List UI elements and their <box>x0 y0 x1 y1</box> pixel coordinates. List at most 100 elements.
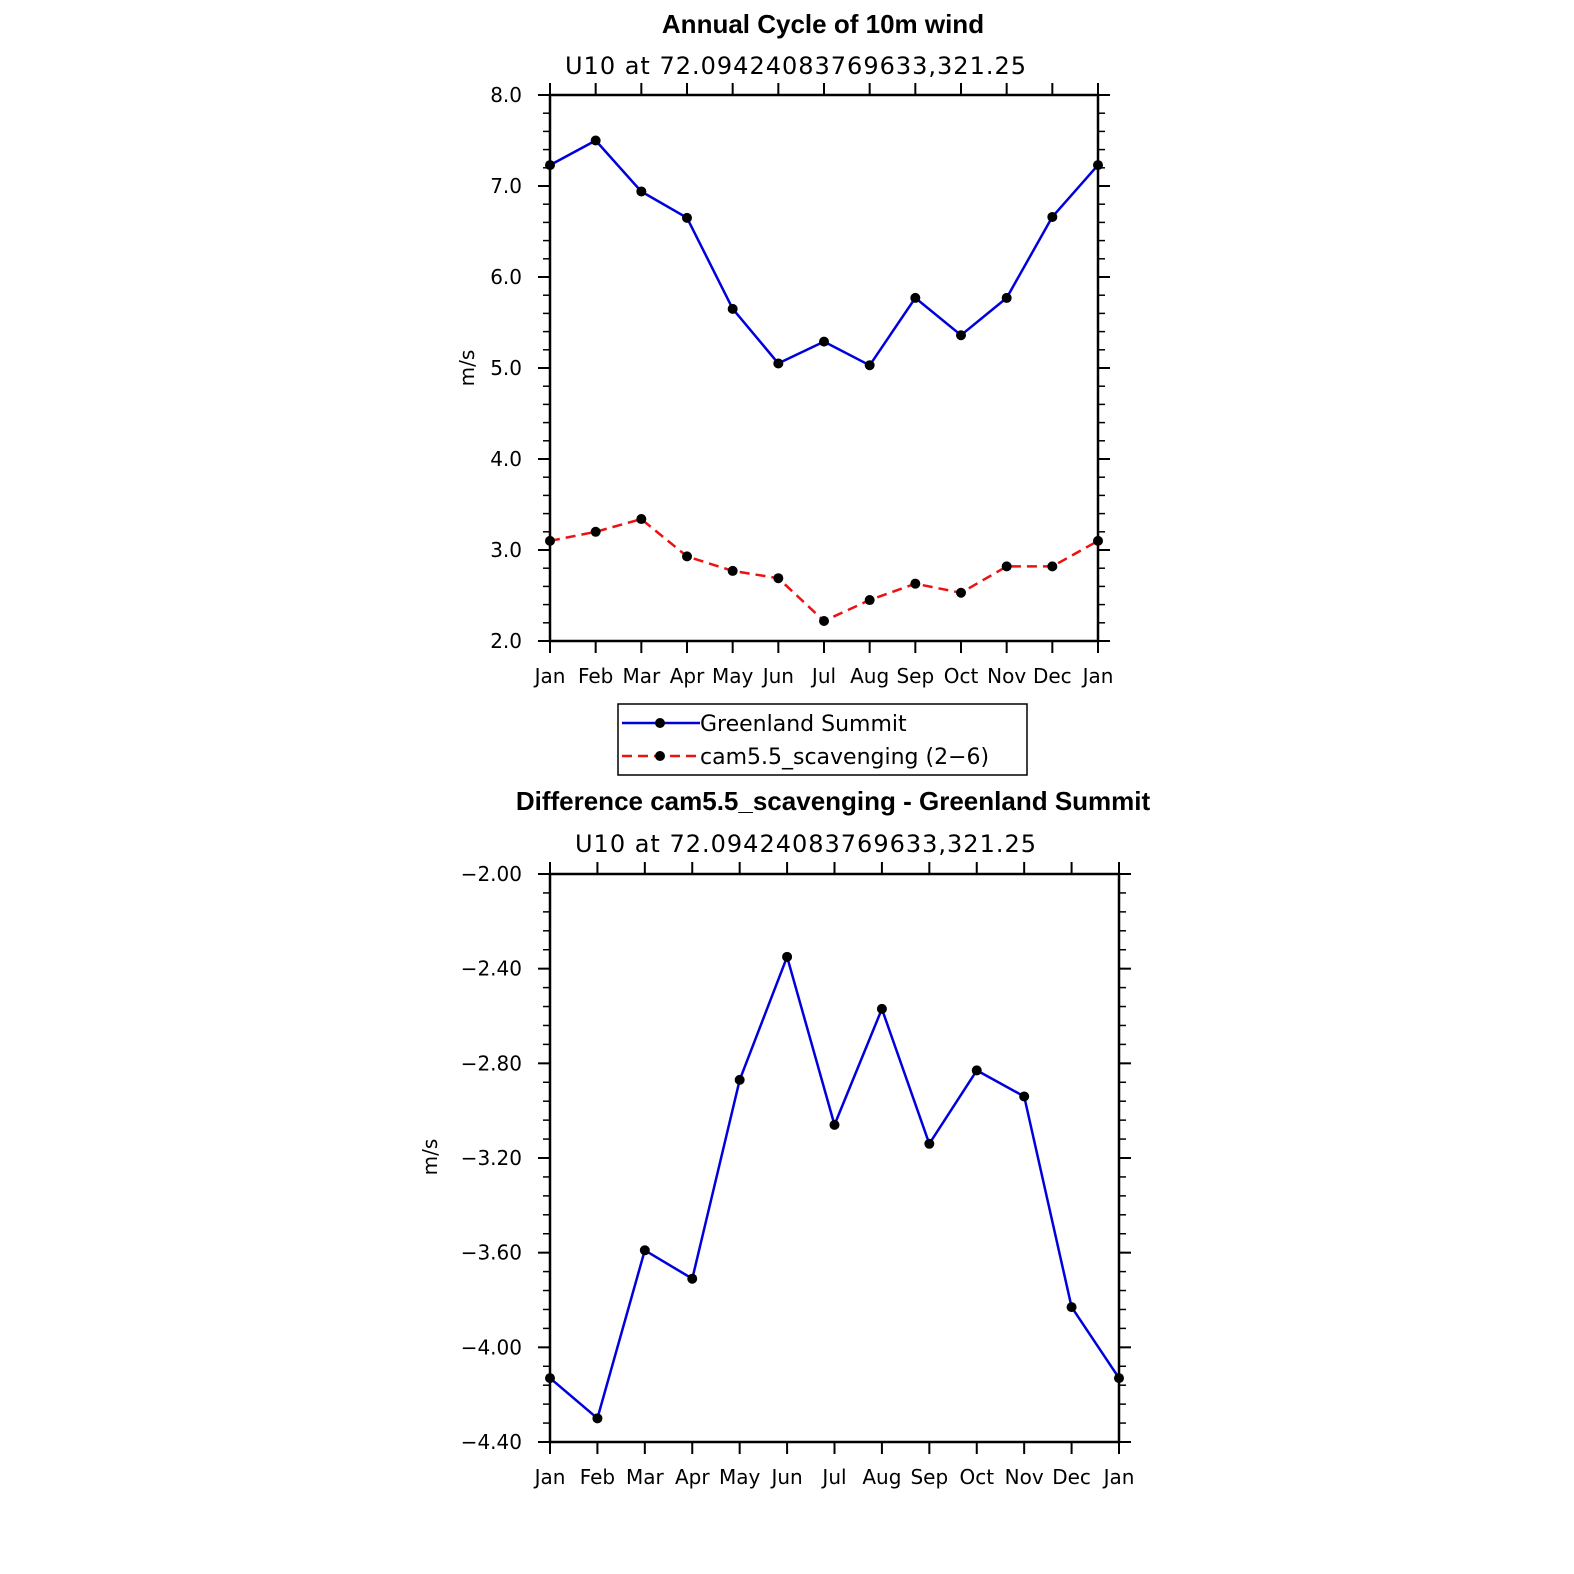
x-tick-label-mar: Mar <box>626 1465 665 1489</box>
series-0-point-3 <box>687 1273 698 1284</box>
series-1-point-6 <box>819 615 829 626</box>
series-1-point-5 <box>773 573 784 584</box>
panel-2-plot-frame <box>548 872 1121 1444</box>
series-0-point-2 <box>639 1245 650 1256</box>
series-0-point-1 <box>590 135 601 146</box>
difference-panel: Difference cam5.5_scavenging - Greenland… <box>418 786 1151 1489</box>
x-tick-label-nov: Nov <box>987 664 1026 688</box>
y-tick-label: −4.00 <box>461 1335 522 1359</box>
series-0-point-7 <box>876 1003 887 1014</box>
series-0-point-4 <box>734 1074 745 1085</box>
series-0-point-5 <box>773 358 784 369</box>
legend: Greenland Summit cam5.5_scavenging (2−6) <box>617 703 1028 776</box>
y-tick-label: 5.0 <box>490 356 522 380</box>
y-tick-label: −2.80 <box>461 1051 522 1075</box>
x-tick-label-jan: Jan <box>533 664 566 688</box>
annual-cycle-panel: Annual Cycle of 10m wind U10 at 72.09424… <box>455 9 1113 688</box>
y-tick-label: 8.0 <box>490 83 522 107</box>
panel-2-ytick-labels: −4.40 −4.00 −3.60 −3.20 −2.80 −2.40 −2.00 <box>461 862 522 1454</box>
panel-1-ylabel: m/s <box>455 350 479 387</box>
y-tick-label: 4.0 <box>490 447 522 471</box>
series-1-point-1 <box>590 526 601 537</box>
y-tick-label: 3.0 <box>490 538 522 562</box>
series-0-point-9 <box>971 1065 982 1076</box>
legend-marker-greenland-summit <box>655 718 665 728</box>
x-tick-label-apr: Apr <box>675 1465 710 1489</box>
panel-2-subtitle: U10 at 72.09424083769633,321.25 <box>575 830 1037 858</box>
x-tick-label-sep: Sep <box>910 1465 948 1489</box>
panel-1-markers <box>545 135 1103 626</box>
series-0-point-10 <box>1019 1091 1030 1102</box>
series-line-0 <box>549 955 1121 1420</box>
panel-1-series-lines <box>549 139 1099 623</box>
y-tick-label: −3.60 <box>461 1241 522 1265</box>
x-tick-label-dec: Dec <box>1033 664 1072 688</box>
panel-1-subtitle: U10 at 72.09424083769633,321.25 <box>565 52 1027 80</box>
y-tick-label: −2.00 <box>461 862 522 886</box>
x-tick-label-jul: Jul <box>820 1465 846 1489</box>
panel-1-xtick-labels: Jan Feb Mar Apr May Jun Jul Aug Sep Oct Nov Dec Jan <box>533 664 1114 688</box>
panel-1-plot-frame <box>548 93 1100 643</box>
x-tick-label-nov: Nov <box>1005 1465 1044 1489</box>
series-1-point-10 <box>1001 561 1012 572</box>
x-tick-label-mar: Mar <box>622 664 661 688</box>
series-1-point-11 <box>1047 561 1058 572</box>
series-0-point-7 <box>864 360 875 371</box>
series-1-point-9 <box>956 587 966 598</box>
panel-2-xtick-labels: Jan Feb Mar Apr May Jun Jul Aug Sep Oct Nov Dec Jan <box>533 1465 1135 1489</box>
series-1-point-7 <box>864 595 875 606</box>
panel-2-ticks <box>538 862 1131 1454</box>
series-1-point-8 <box>910 578 921 589</box>
y-tick-label: 2.0 <box>490 629 522 653</box>
panel-2-series-lines <box>549 955 1121 1420</box>
series-1-point-2 <box>636 514 647 525</box>
x-tick-label-jun: Jun <box>761 664 794 688</box>
x-tick-label-apr: Apr <box>670 664 705 688</box>
panel-2-markers <box>545 951 1124 1424</box>
legend-label-cam55-scavenging: cam5.5_scavenging (2−6) <box>700 745 989 770</box>
series-1-point-3 <box>682 551 692 562</box>
panel-1-ytick-labels: 2.0 3.0 4.0 5.0 6.0 7.0 8.0 <box>490 83 522 653</box>
x-tick-label-jun: Jun <box>769 1465 802 1489</box>
x-tick-label-jan: Jan <box>533 1465 566 1489</box>
y-tick-label: −3.20 <box>461 1146 522 1170</box>
series-0-point-3 <box>682 212 692 223</box>
x-tick-label-may: May <box>719 1465 761 1489</box>
x-tick-label-aug: Aug <box>862 1465 901 1489</box>
x-tick-label-sep: Sep <box>896 664 934 688</box>
legend-marker-cam55-scavenging <box>655 751 665 761</box>
series-line-1 <box>549 517 1099 623</box>
series-0-point-4 <box>727 303 738 314</box>
x-tick-label-feb: Feb <box>580 1465 615 1489</box>
legend-box <box>617 703 1028 776</box>
y-tick-label: −2.40 <box>461 957 522 981</box>
x-tick-label-dec: Dec <box>1052 1465 1091 1489</box>
panel-2-ylabel: m/s <box>418 1139 442 1176</box>
series-1-point-4 <box>727 565 738 576</box>
x-tick-label-oct: Oct <box>944 664 979 688</box>
y-tick-label: 7.0 <box>490 174 522 198</box>
panel-2-title: Difference cam5.5_scavenging - Greenland… <box>516 786 1151 816</box>
x-tick-label-may: May <box>712 664 754 688</box>
x-tick-label-oct: Oct <box>959 1465 994 1489</box>
x-tick-label-aug: Aug <box>850 664 889 688</box>
series-0-point-5 <box>782 951 793 962</box>
series-0-point-6 <box>829 1119 840 1130</box>
panel-1-title: Annual Cycle of 10m wind <box>662 9 984 39</box>
series-0-point-8 <box>924 1138 935 1149</box>
x-tick-label-jul: Jul <box>810 664 836 688</box>
series-line-0 <box>549 139 1099 367</box>
series-0-point-10 <box>1001 292 1012 303</box>
legend-label-greenland-summit: Greenland Summit <box>700 712 907 737</box>
x-tick-label-feb: Feb <box>578 664 613 688</box>
series-0-point-11 <box>1047 211 1058 222</box>
x-tick-label-jan: Jan <box>1081 664 1114 688</box>
series-0-point-8 <box>910 292 921 303</box>
x-tick-label-jan: Jan <box>1102 1465 1135 1489</box>
y-tick-label: 6.0 <box>490 265 522 289</box>
series-0-point-11 <box>1066 1302 1077 1313</box>
series-0-point-6 <box>819 336 829 347</box>
y-tick-label: −4.40 <box>461 1430 522 1454</box>
panel-1-ticks <box>538 83 1110 653</box>
series-0-point-1 <box>592 1413 603 1424</box>
